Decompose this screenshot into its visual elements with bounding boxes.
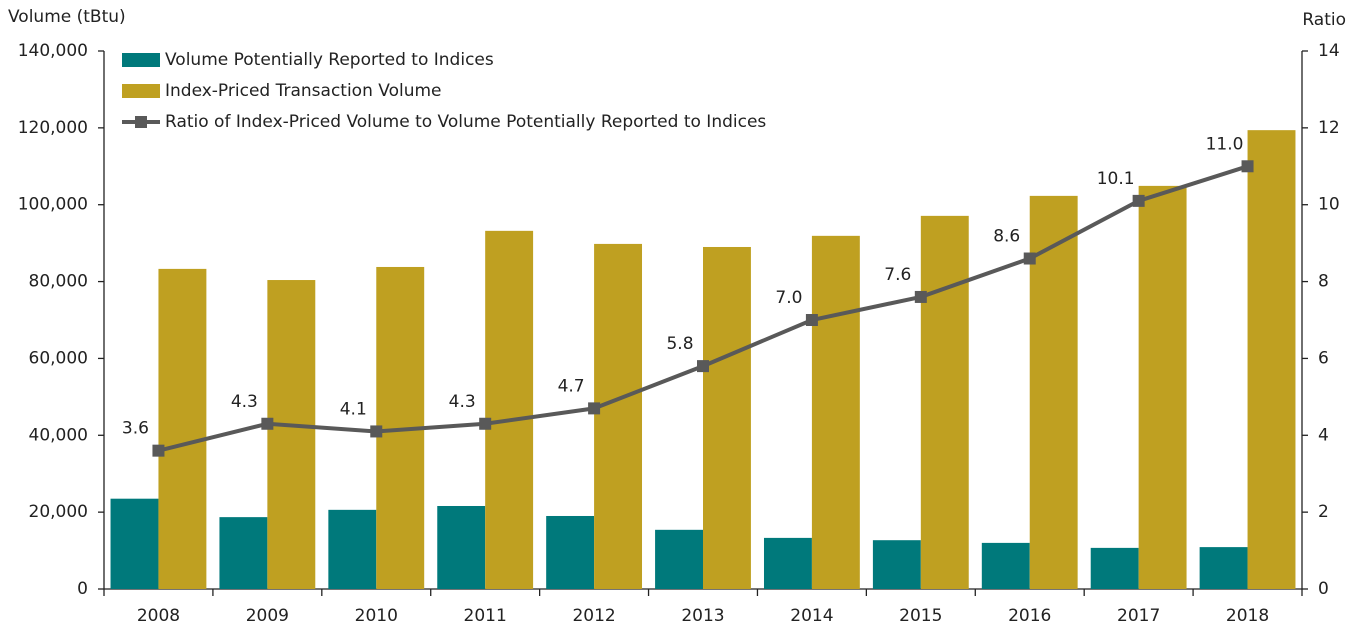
y2-tick-label: 14	[1318, 41, 1340, 61]
y2-tick-label: 4	[1318, 425, 1329, 445]
x-tick-label: 2010	[355, 606, 398, 626]
data-label: 5.8	[666, 334, 693, 354]
bar	[546, 515, 595, 589]
y2-tick-label: 2	[1318, 502, 1329, 522]
marker	[152, 444, 165, 457]
data-label: 7.6	[884, 265, 911, 285]
x-tick-label: 2014	[790, 606, 833, 626]
y-tick-label: 140,000	[18, 41, 88, 61]
bar	[872, 540, 921, 589]
x-tick-label: 2012	[572, 606, 615, 626]
x-tick-label: 2008	[137, 606, 180, 626]
bar	[1090, 547, 1139, 589]
y-tick-label: 40,000	[29, 425, 88, 445]
legend-label: Index-Priced Transaction Volume	[165, 81, 441, 101]
marker	[1023, 252, 1036, 265]
bar	[328, 509, 377, 589]
marker	[1241, 160, 1254, 173]
legend-label: Ratio of Index-Priced Volume to Volume P…	[165, 112, 766, 132]
x-tick-label: 2015	[899, 606, 942, 626]
y2-tick-label: 10	[1318, 195, 1340, 215]
y2-tick-label: 12	[1318, 118, 1340, 138]
y-axis-label: Volume (tBtu)	[8, 7, 126, 27]
data-label: 10.1	[1097, 169, 1135, 189]
bar	[981, 542, 1030, 589]
marker	[914, 290, 927, 303]
marker	[1132, 194, 1145, 207]
bar	[655, 529, 703, 589]
y-tick-label: 120,000	[18, 118, 88, 138]
bar	[811, 235, 860, 589]
x-tick-label: 2011	[464, 606, 507, 626]
marker	[805, 314, 818, 326]
y2-tick-label: 6	[1318, 348, 1329, 368]
y-tick-label: 100,000	[18, 195, 88, 215]
data-label: 4.7	[558, 376, 585, 396]
x-tick-label: 2016	[1008, 606, 1051, 626]
legend-label: Volume Potentially Reported to Indices	[165, 50, 494, 70]
bar	[763, 537, 812, 589]
data-label: 11.0	[1206, 134, 1244, 154]
data-label: 4.1	[340, 399, 367, 419]
bar	[437, 505, 486, 589]
marker	[479, 417, 492, 430]
y-tick-label: 20,000	[29, 502, 88, 522]
data-label: 7.0	[775, 288, 802, 308]
marker	[697, 360, 709, 373]
legend-marker	[135, 116, 147, 128]
y2-tick-label: 0	[1318, 579, 1329, 599]
bar	[1138, 185, 1187, 590]
marker	[370, 425, 383, 438]
bar	[485, 230, 534, 590]
y2-tick-label: 8	[1318, 272, 1329, 292]
y-tick-label: 0	[77, 579, 88, 599]
x-tick-label: 2018	[1226, 606, 1269, 626]
bar	[1247, 130, 1296, 590]
legend-swatch	[122, 84, 160, 98]
y2-axis-label: Ratio	[1302, 10, 1346, 30]
bar	[1029, 195, 1078, 589]
x-tick-label: 2009	[246, 606, 289, 626]
data-label: 4.3	[449, 392, 476, 412]
bar	[267, 280, 316, 589]
y-tick-label: 60,000	[29, 348, 88, 368]
line	[157, 164, 1249, 453]
data-label: 4.3	[231, 392, 258, 412]
bar	[1199, 547, 1248, 589]
bar	[158, 268, 207, 589]
data-label: 3.6	[122, 419, 149, 439]
x-tick-label: 2013	[681, 606, 724, 626]
marker	[261, 417, 274, 430]
legend-swatch	[122, 53, 160, 67]
bar	[219, 517, 268, 589]
y-tick-label: 80,000	[29, 272, 88, 292]
marker	[588, 402, 601, 415]
data-label: 8.6	[993, 227, 1020, 247]
bar	[110, 498, 159, 589]
bar	[703, 246, 751, 589]
bar	[594, 243, 643, 589]
bar	[920, 215, 969, 589]
x-tick-label: 2017	[1117, 606, 1160, 626]
